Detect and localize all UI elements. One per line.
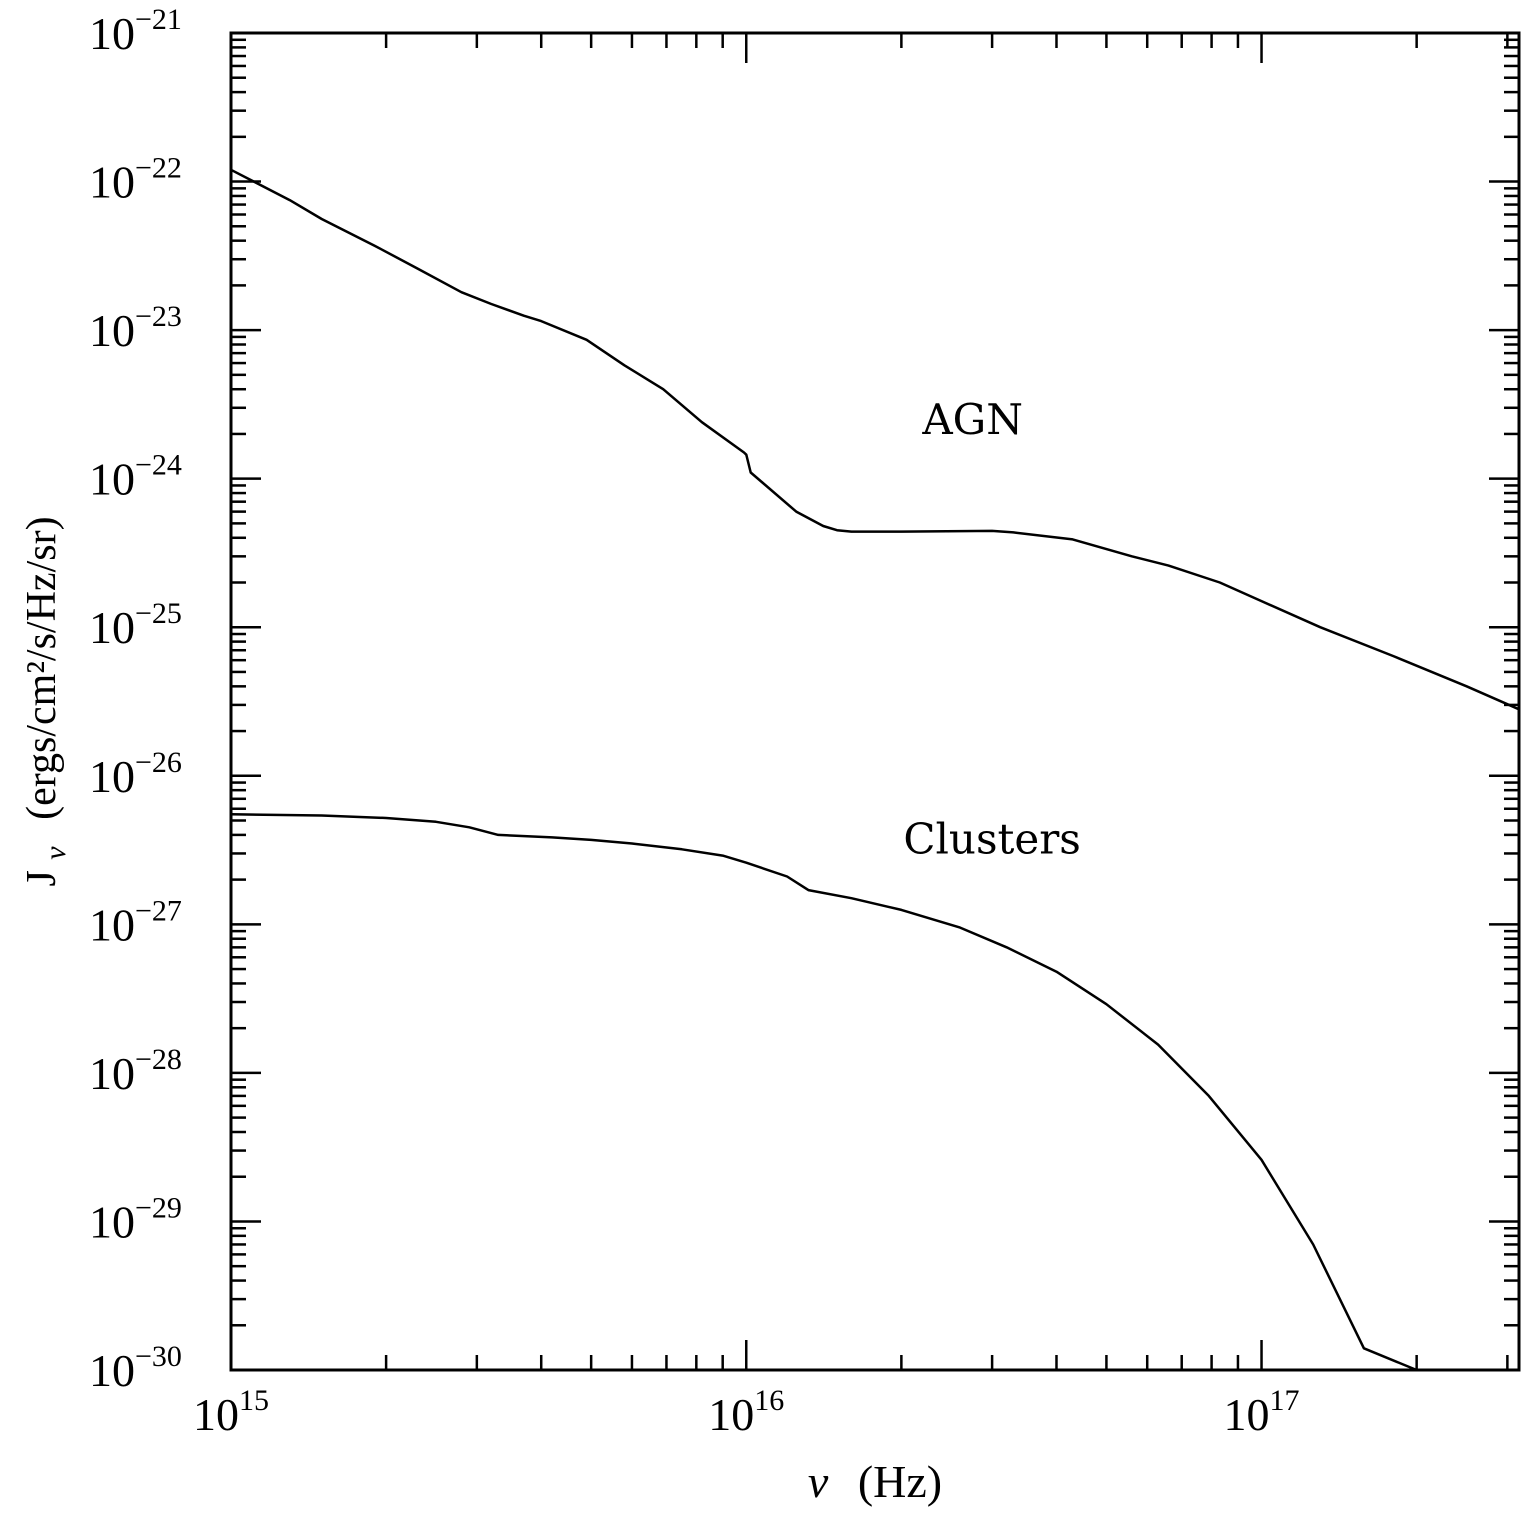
y-tick-exponent: −23 (135, 300, 182, 333)
y-axis-title: J ν (ergs/cm²/s/Hz/sr) (19, 516, 75, 886)
y-tick-base: 10 (89, 1345, 135, 1396)
x-tick-label: 1016 (708, 1384, 784, 1440)
y-tick-label: 10−24 (89, 449, 182, 505)
y-tick-exponent: −26 (135, 746, 182, 779)
annotations: AGN Clusters (903, 395, 1081, 864)
x-tick-exponent: 17 (1270, 1384, 1300, 1417)
series-line-clusters (230, 813, 1418, 1372)
y-tick-base: 10 (89, 454, 135, 505)
y-tick-exponent: −28 (135, 1043, 182, 1076)
y-tick-label: 10−21 (89, 3, 182, 59)
y-tick-exponent: −25 (135, 597, 182, 630)
tick-labels: 1015 1016 101710−2110−2210−2310−2410−2510−… (89, 3, 1300, 1440)
y-tick-exponent: −30 (135, 1340, 182, 1373)
x-axis-symbol: ν (808, 1456, 829, 1507)
y-tick-label: 10−26 (89, 746, 182, 802)
y-tick-base: 10 (89, 1048, 135, 1099)
y-axis-subscript: ν (39, 846, 72, 860)
y-tick-exponent: −29 (135, 1191, 182, 1224)
plot-frame (229, 31, 1521, 1372)
y-tick-label: 10−28 (89, 1043, 182, 1099)
y-tick-label: 10−30 (89, 1340, 182, 1396)
y-tick-base: 10 (89, 602, 135, 653)
x-tick-base: 10 (193, 1389, 239, 1440)
x-tick-label: 1017 (1224, 1384, 1300, 1440)
y-tick-label: 10−29 (89, 1191, 182, 1247)
y-axis-symbol: J (19, 870, 65, 886)
y-tick-label: 10−25 (89, 597, 182, 653)
x-tick-label: 1015 (193, 1384, 269, 1440)
x-tick-exponent: 16 (754, 1384, 784, 1417)
y-tick-base: 10 (89, 157, 135, 208)
y-tick-exponent: −22 (135, 152, 182, 185)
y-tick-label: 10−27 (89, 894, 182, 950)
y-axis-unit: (ergs/cm²/s/Hz/sr) (19, 516, 65, 819)
y-tick-base: 10 (89, 899, 135, 950)
y-tick-base: 10 (89, 1196, 135, 1247)
x-axis-unit: (Hz) (858, 1456, 942, 1507)
y-tick-label: 10−23 (89, 300, 182, 356)
x-tick-exponent: 15 (239, 1384, 269, 1417)
y-tick-exponent: −24 (135, 449, 182, 482)
x-axis-title: ν (Hz) (808, 1456, 942, 1507)
y-tick-exponent: −27 (135, 894, 182, 927)
x-tick-base: 10 (1224, 1389, 1270, 1440)
axis-ticks (229, 31, 1519, 1372)
series-line-agn (230, 168, 1520, 711)
annotation-clusters: Clusters (903, 814, 1081, 863)
x-tick-base: 10 (708, 1389, 754, 1440)
y-tick-base: 10 (89, 305, 135, 356)
series-layer (230, 168, 1520, 1372)
y-tick-label: 10−22 (89, 152, 182, 208)
y-tick-base: 10 (89, 751, 135, 802)
y-tick-base: 10 (89, 8, 135, 59)
y-tick-exponent: −21 (135, 3, 182, 36)
annotation-agn: AGN (921, 395, 1023, 444)
